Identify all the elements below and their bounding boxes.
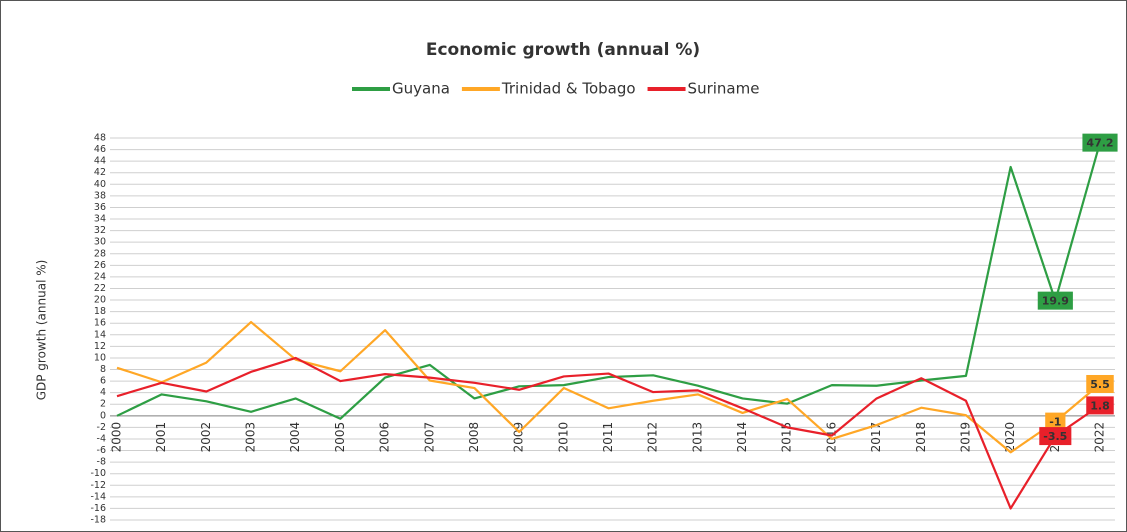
y-axis-label: GDP growth (annual %) <box>35 260 49 401</box>
y-tick-label: 42 <box>94 167 106 178</box>
data-label: 19.9 <box>1037 291 1073 310</box>
y-tick-label: 8 <box>100 364 106 375</box>
x-tick-label: 2005 <box>333 422 347 453</box>
data-label: 5.5 <box>1086 374 1114 393</box>
data-label-bg <box>1086 396 1114 415</box>
data-label-bg <box>1082 133 1118 152</box>
x-tick-label: 2002 <box>199 422 213 453</box>
data-label-text: 5.5 <box>1090 378 1110 391</box>
y-tick-label: 38 <box>94 190 106 201</box>
y-tick-label: 36 <box>94 202 106 213</box>
data-label-text: -3.5 <box>1043 430 1067 443</box>
series-line <box>116 142 1102 420</box>
y-tick-label: 0 <box>100 410 106 421</box>
x-tick-label: 2004 <box>288 422 302 453</box>
y-tick-label: -12 <box>90 480 106 491</box>
y-tick-label: 4 <box>100 387 106 398</box>
data-label-text: 47.2 <box>1086 137 1113 150</box>
y-tick-label: 16 <box>94 318 106 329</box>
y-tick-label: 6 <box>100 376 106 387</box>
data-label: 1.8 <box>1086 396 1114 415</box>
y-tick-label: 48 <box>94 133 106 144</box>
y-tick-label: 18 <box>94 306 106 317</box>
legend-label: Trinidad & Tobago <box>501 80 636 98</box>
x-tick-label: 2000 <box>110 422 124 453</box>
y-tick-label: 14 <box>94 329 106 340</box>
data-label-text: -1 <box>1049 416 1061 429</box>
data-label: -1 <box>1045 412 1066 431</box>
y-tick-label: -16 <box>90 503 106 514</box>
y-tick-label: -14 <box>90 491 106 502</box>
y-tick-label: 34 <box>94 214 106 225</box>
y-tick-label: 44 <box>94 156 106 167</box>
y-tick-label: 10 <box>94 352 106 363</box>
x-tick-label: 2012 <box>646 422 660 453</box>
data-label-bg <box>1039 427 1072 446</box>
x-tick-label: 2003 <box>244 422 258 453</box>
y-tick-label: 26 <box>94 260 106 271</box>
y-tick-label: 46 <box>94 144 106 155</box>
data-label-bg <box>1045 412 1066 431</box>
x-tick-label: 2022 <box>1093 422 1107 453</box>
y-tick-label: -2 <box>97 422 106 433</box>
y-tick-label: 24 <box>94 271 106 282</box>
data-label-bg <box>1037 291 1073 310</box>
x-tick-label: 2020 <box>1003 422 1017 453</box>
y-tick-label: 28 <box>94 248 106 259</box>
data-label-bg <box>1086 374 1114 393</box>
x-tick-label: 2011 <box>601 422 615 453</box>
y-tick-label: -8 <box>97 457 106 468</box>
y-tick-label: 32 <box>94 225 106 236</box>
x-tick-label: 2001 <box>154 422 168 453</box>
y-tick-label: 20 <box>94 295 106 306</box>
series-line <box>116 356 1101 510</box>
data-label-text: 1.8 <box>1090 399 1110 412</box>
y-tick-label: 12 <box>94 341 106 352</box>
x-tick-label: 2019 <box>958 422 972 453</box>
x-tick-label: 2014 <box>735 422 749 453</box>
data-label-text: 19.9 <box>1042 295 1069 308</box>
series-line <box>116 320 1101 454</box>
x-tick-label: 2017 <box>869 422 883 453</box>
legend-label: Guyana <box>392 80 450 98</box>
x-tick-label: 2010 <box>556 422 570 453</box>
x-tick-label: 2015 <box>780 422 794 453</box>
legend-label: Suriname <box>688 80 760 98</box>
data-label: 47.2 <box>1082 133 1118 152</box>
x-tick-label: 2008 <box>467 422 481 453</box>
y-tick-label: 30 <box>94 237 106 248</box>
y-tick-label: 2 <box>100 399 106 410</box>
data-label: -3.5 <box>1039 427 1072 446</box>
y-tick-label: -10 <box>90 468 106 479</box>
x-tick-label: 2007 <box>422 422 436 453</box>
x-tick-label: 2018 <box>914 422 928 453</box>
chart-title: Economic growth (annual %) <box>426 40 700 60</box>
y-tick-label: -18 <box>90 515 106 526</box>
y-tick-label: 22 <box>94 283 106 294</box>
x-tick-label: 2013 <box>690 422 704 453</box>
y-tick-label: 40 <box>94 179 106 190</box>
x-tick-label: 2006 <box>378 422 392 453</box>
y-tick-label: -4 <box>97 433 106 444</box>
y-tick-label: -6 <box>97 445 106 456</box>
